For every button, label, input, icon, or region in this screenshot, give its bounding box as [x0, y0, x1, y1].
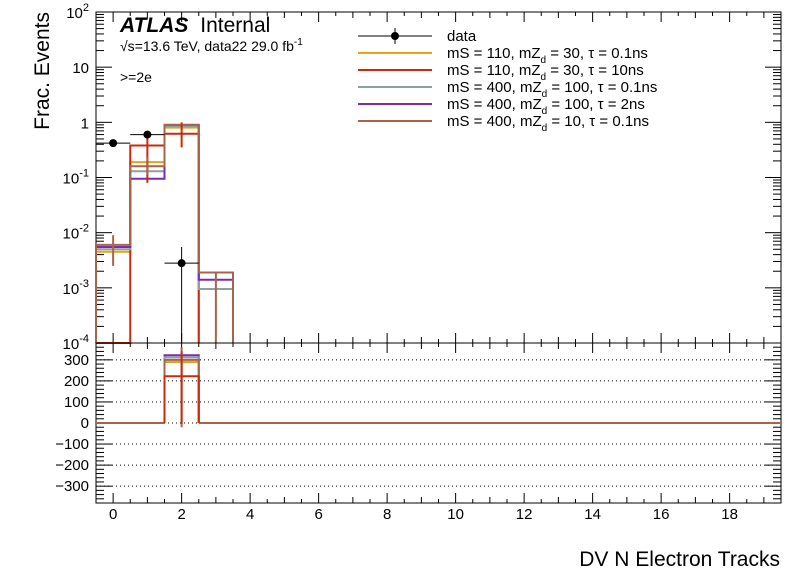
- x-tick-label: 2: [177, 506, 185, 523]
- main-y-tick-label: 10-1: [63, 168, 89, 188]
- tick-exponent: -3: [79, 278, 89, 290]
- data-point: [177, 259, 186, 268]
- legend-label-3: mS = 400, mZd = 100, τ = 0.1ns: [447, 79, 657, 100]
- legend-label-main: mS = 110, mZ: [447, 62, 541, 79]
- legend-label-rest: = 30, τ = 10ns: [546, 62, 644, 79]
- sqrt-s: √s: [120, 38, 135, 54]
- legend-label-main: mS = 400, mZ: [447, 79, 542, 96]
- x-tick-label: 0: [109, 506, 117, 523]
- ratio-y-tick-label: −200: [55, 457, 89, 474]
- ratio-y-tick-label: 100: [64, 394, 89, 411]
- lumi-unit-exponent: -1: [294, 37, 303, 48]
- selection-label: >=2e: [120, 69, 152, 85]
- ratio-y-tick-label: 300: [64, 352, 89, 369]
- legend-label-rest: = 30, τ = 0.1ns: [546, 45, 648, 62]
- x-tick-label: 16: [653, 506, 670, 523]
- legend-label-4: mS = 400, mZd = 100, τ = 2ns: [447, 96, 645, 117]
- legend-label-rest: = 100, τ = 2ns: [547, 96, 645, 113]
- legend-label-main: mS = 400, mZ: [447, 113, 542, 130]
- data-point: [143, 130, 152, 139]
- legend-label-subscript: d: [542, 106, 548, 117]
- status-label: Internal: [200, 14, 270, 37]
- legend-label-main: mS = 400, mZ: [447, 96, 542, 113]
- legend-label-0: data: [447, 28, 477, 45]
- tick-base: 10: [63, 336, 80, 353]
- main-axis-ticks: [95, 11, 782, 344]
- legend-label-subscript: d: [542, 123, 548, 134]
- experiment-name: ATLAS: [119, 14, 188, 37]
- main-y-tick-label: 1: [81, 115, 89, 132]
- tick-base: 10: [72, 60, 89, 77]
- x-tick-label: 18: [721, 506, 738, 523]
- tick-base: 10: [63, 226, 80, 243]
- legend-label-subscript: d: [541, 72, 547, 83]
- main-y-tick-label: 10-2: [63, 223, 89, 243]
- ratio-axis-ticks: [95, 342, 782, 504]
- x-axis-title: DV N Electron Tracks: [579, 548, 780, 571]
- tick-exponent: 2: [83, 2, 89, 14]
- tick-exponent: -2: [79, 223, 89, 235]
- main-series-layer: [95, 122, 234, 344]
- main-y-tick-label: 10: [72, 60, 89, 77]
- main-y-tick-label: 10-3: [63, 278, 89, 298]
- atlas-label: ATLAS Internal: [119, 14, 270, 37]
- x-tick-label: 10: [447, 506, 464, 523]
- ratio-y-tick-label: −300: [55, 478, 89, 495]
- legend-label-subscript: d: [541, 55, 547, 66]
- ratio-y-tick-label: 0: [81, 415, 89, 432]
- data-point: [109, 139, 118, 148]
- histogram-series-5: [95, 123, 234, 343]
- x-tick-label: 14: [584, 506, 601, 523]
- ratio-series-layer: [96, 347, 781, 428]
- tick-base: 1: [81, 115, 89, 132]
- ratio-y-tick-label: 200: [64, 373, 89, 390]
- legend-label-5: mS = 400, mZd = 10, τ = 0.1ns: [447, 113, 649, 134]
- legend-label-subscript: d: [542, 89, 548, 100]
- x-tick-label: 6: [314, 506, 322, 523]
- x-tick-label: 8: [383, 506, 391, 523]
- ratio-y-tick-label: −100: [55, 436, 89, 453]
- main-y-tick-label: 10-4: [63, 333, 89, 353]
- x-tick-label: 4: [246, 506, 254, 523]
- tick-base: 10: [63, 281, 80, 298]
- legend-label-rest: = 100, τ = 0.1ns: [547, 79, 657, 96]
- tick-base: 10: [66, 5, 83, 22]
- energy-text: =13.6 TeV, data22 29.0 fb: [135, 38, 294, 54]
- legend-label-main: mS = 110, mZ: [447, 45, 541, 62]
- x-tick-label: 12: [516, 506, 533, 523]
- tick-exponent: -4: [79, 333, 89, 345]
- y-axis-title: Frac. Events: [31, 12, 54, 130]
- legend-label-1: mS = 110, mZd = 30, τ = 0.1ns: [447, 45, 648, 66]
- legend-label-2: mS = 110, mZd = 30, τ = 10ns: [447, 62, 644, 83]
- tick-base: 10: [63, 171, 80, 188]
- ratio-panel: −300 −200 −100 0 100 200 300 0 2 4 6 8 10 12 14 16 18: [55, 342, 782, 523]
- x-tick-labels: 0 2 4 6 8 10 12 14 16 18: [109, 506, 738, 523]
- legend-label-rest: = 10, τ = 0.1ns: [547, 113, 649, 130]
- energy-lumi-label: √s=13.6 TeV, data22 29.0 fb-1: [120, 37, 303, 54]
- main-y-tick-label: 102: [66, 2, 89, 22]
- ratio-y-tick-labels: −300 −200 −100 0 100 200 300: [55, 352, 89, 495]
- tick-exponent: -1: [79, 168, 89, 180]
